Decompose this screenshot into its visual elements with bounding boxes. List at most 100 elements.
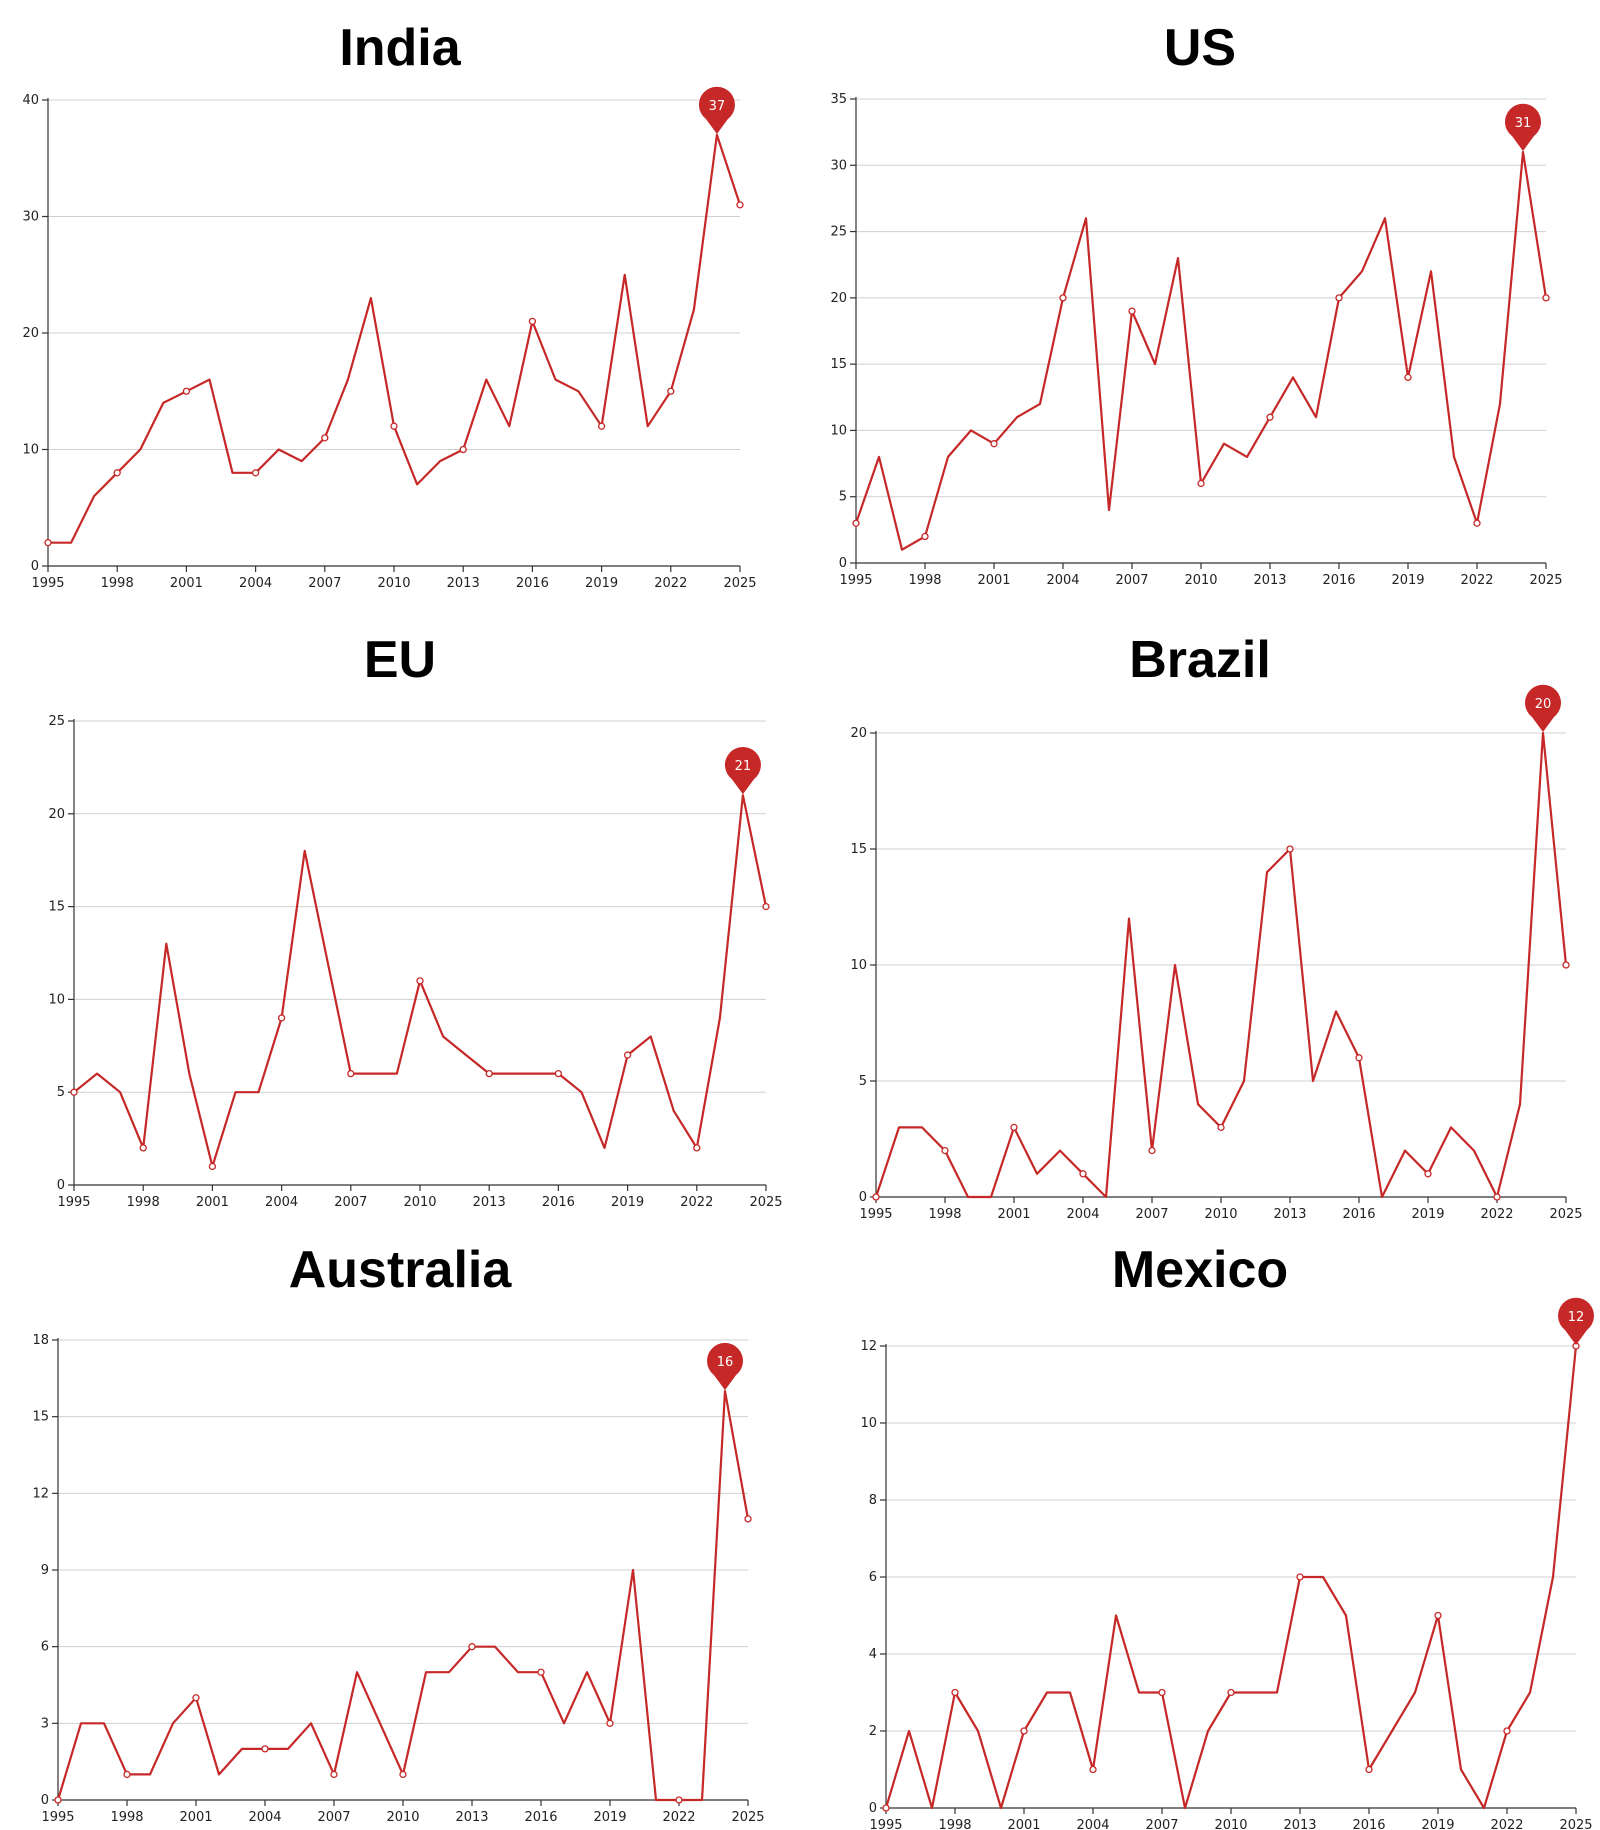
- x-tick-label: 2016: [1342, 1207, 1375, 1222]
- data-point: [1286, 845, 1294, 853]
- y-tick-label: 20: [850, 726, 867, 741]
- data-point: [1158, 1688, 1166, 1697]
- line-chart-india: 0 10 20 30 40 1995 1998 2001 2004 2007 2010 2013 201…: [22, 86, 757, 591]
- max-value-label: 31: [1515, 116, 1532, 131]
- series-line: [854, 150, 1548, 551]
- data-point: [990, 440, 998, 448]
- chart-panel-mexico: Mexico 0 2 4 6 8 10 12 1995 1998 2001 2004 2007 2010…: [800, 1220, 1600, 1830]
- data-point: [528, 317, 537, 326]
- x-tick-label: 2025: [1559, 1818, 1592, 1830]
- y-tick-label: 2: [869, 1724, 877, 1739]
- data-point: [872, 1193, 880, 1201]
- data-point: [852, 519, 860, 527]
- y-tick-label: 5: [57, 1085, 65, 1100]
- y-tick-label: 10: [48, 992, 65, 1007]
- x-tick-label: 2025: [1549, 1207, 1582, 1222]
- x-tick-label: 1995: [869, 1818, 902, 1830]
- y-tick-label: 20: [830, 291, 847, 306]
- x-tick-label: 2016: [1352, 1818, 1385, 1830]
- data-point: [1059, 294, 1067, 302]
- data-point: [485, 1069, 493, 1078]
- x-tick-label: 2001: [196, 1195, 229, 1210]
- y-tick-label: 12: [32, 1486, 49, 1501]
- data-point: [390, 422, 398, 430]
- data-point: [182, 387, 191, 395]
- pin-shape: [1525, 684, 1561, 732]
- data-point: [54, 1796, 62, 1804]
- y-tick-label: 20: [22, 326, 39, 341]
- x-tick-label: 2007: [1135, 1207, 1168, 1222]
- x-tick-label: 1998: [101, 576, 134, 591]
- x-tick-label: 2013: [447, 576, 480, 591]
- pin-shape: [724, 746, 761, 795]
- x-tick-label: 2022: [662, 1810, 695, 1825]
- y-tick-label: 35: [830, 92, 847, 107]
- pin-shape: [706, 1342, 743, 1391]
- data-point: [1128, 307, 1136, 315]
- data-point: [762, 902, 770, 911]
- x-tick-label: 2001: [1007, 1818, 1040, 1830]
- y-tick-label: 10: [850, 958, 867, 973]
- data-point: [1089, 1765, 1097, 1774]
- x-tick-label: 2001: [179, 1810, 212, 1825]
- x-tick-label: 2019: [611, 1195, 644, 1210]
- x-tick-label: 1998: [908, 573, 941, 588]
- x-tick-label: 2022: [1460, 573, 1493, 588]
- data-point: [1365, 1765, 1373, 1774]
- x-tick-label: 2010: [1184, 573, 1217, 588]
- x-tick-label: 2004: [1046, 573, 1079, 588]
- y-tick-label: 6: [41, 1640, 49, 1655]
- y-tick-label: 15: [830, 357, 847, 372]
- x-tick-label: 2016: [516, 576, 549, 591]
- data-point: [1503, 1727, 1511, 1735]
- x-tick-label: 2004: [1076, 1818, 1109, 1830]
- data-point: [277, 1014, 286, 1022]
- data-point: [347, 1069, 355, 1078]
- y-tick-label: 10: [860, 1416, 877, 1431]
- data-point: [1148, 1146, 1156, 1155]
- chart-title: Australia: [288, 1241, 512, 1299]
- data-point: [744, 1515, 752, 1523]
- data-point: [554, 1069, 563, 1078]
- x-tick-label: 2010: [1204, 1207, 1237, 1222]
- data-point: [192, 1694, 200, 1702]
- y-tick-label: 15: [850, 842, 867, 857]
- line-chart-brazil: 0 5 10 15 20 1995 1998 2001 2004 2007 2010 2013 2016…: [850, 684, 1583, 1222]
- data-point: [208, 1162, 217, 1171]
- max-value-label: 37: [709, 99, 726, 114]
- x-tick-label: 2010: [386, 1810, 419, 1825]
- x-tick-label: 1995: [31, 576, 64, 591]
- x-tick-label: 2013: [455, 1810, 488, 1825]
- x-tick-label: 2013: [1283, 1818, 1316, 1830]
- data-point: [951, 1688, 959, 1697]
- y-tick-label: 20: [48, 807, 65, 822]
- chart-title: Mexico: [1111, 1241, 1289, 1299]
- x-tick-label: 2019: [1391, 573, 1424, 588]
- max-value-pin: 21: [724, 746, 761, 795]
- y-tick-label: 3: [41, 1716, 49, 1731]
- chart-panel-brazil: Brazil 0 5 10 15 20 1995 1998 2001 2004 2007 2010 2…: [800, 610, 1600, 1222]
- y-tick-label: 0: [41, 1793, 49, 1808]
- x-tick-label: 2010: [403, 1195, 436, 1210]
- chart-title: US: [1163, 19, 1237, 77]
- x-tick-label: 2007: [334, 1195, 367, 1210]
- pin-shape: [1558, 1297, 1594, 1345]
- max-value-label: 16: [717, 1355, 734, 1370]
- data-point: [139, 1144, 147, 1152]
- max-value-pin: 37: [698, 86, 735, 134]
- y-tick-label: 25: [830, 225, 847, 240]
- y-tick-label: 15: [32, 1410, 49, 1425]
- data-point: [1227, 1688, 1235, 1697]
- data-point: [882, 1804, 890, 1812]
- y-tick-label: 18: [32, 1333, 49, 1348]
- x-tick-label: 2001: [977, 573, 1010, 588]
- data-point: [330, 1770, 338, 1779]
- x-tick-label: 1995: [839, 573, 872, 588]
- data-point: [1266, 413, 1274, 421]
- y-tick-label: 9: [41, 1563, 49, 1578]
- x-tick-label: 2016: [1322, 573, 1355, 588]
- x-tick-label: 2025: [731, 1810, 764, 1825]
- x-tick-label: 2004: [248, 1810, 281, 1825]
- data-point: [416, 977, 424, 985]
